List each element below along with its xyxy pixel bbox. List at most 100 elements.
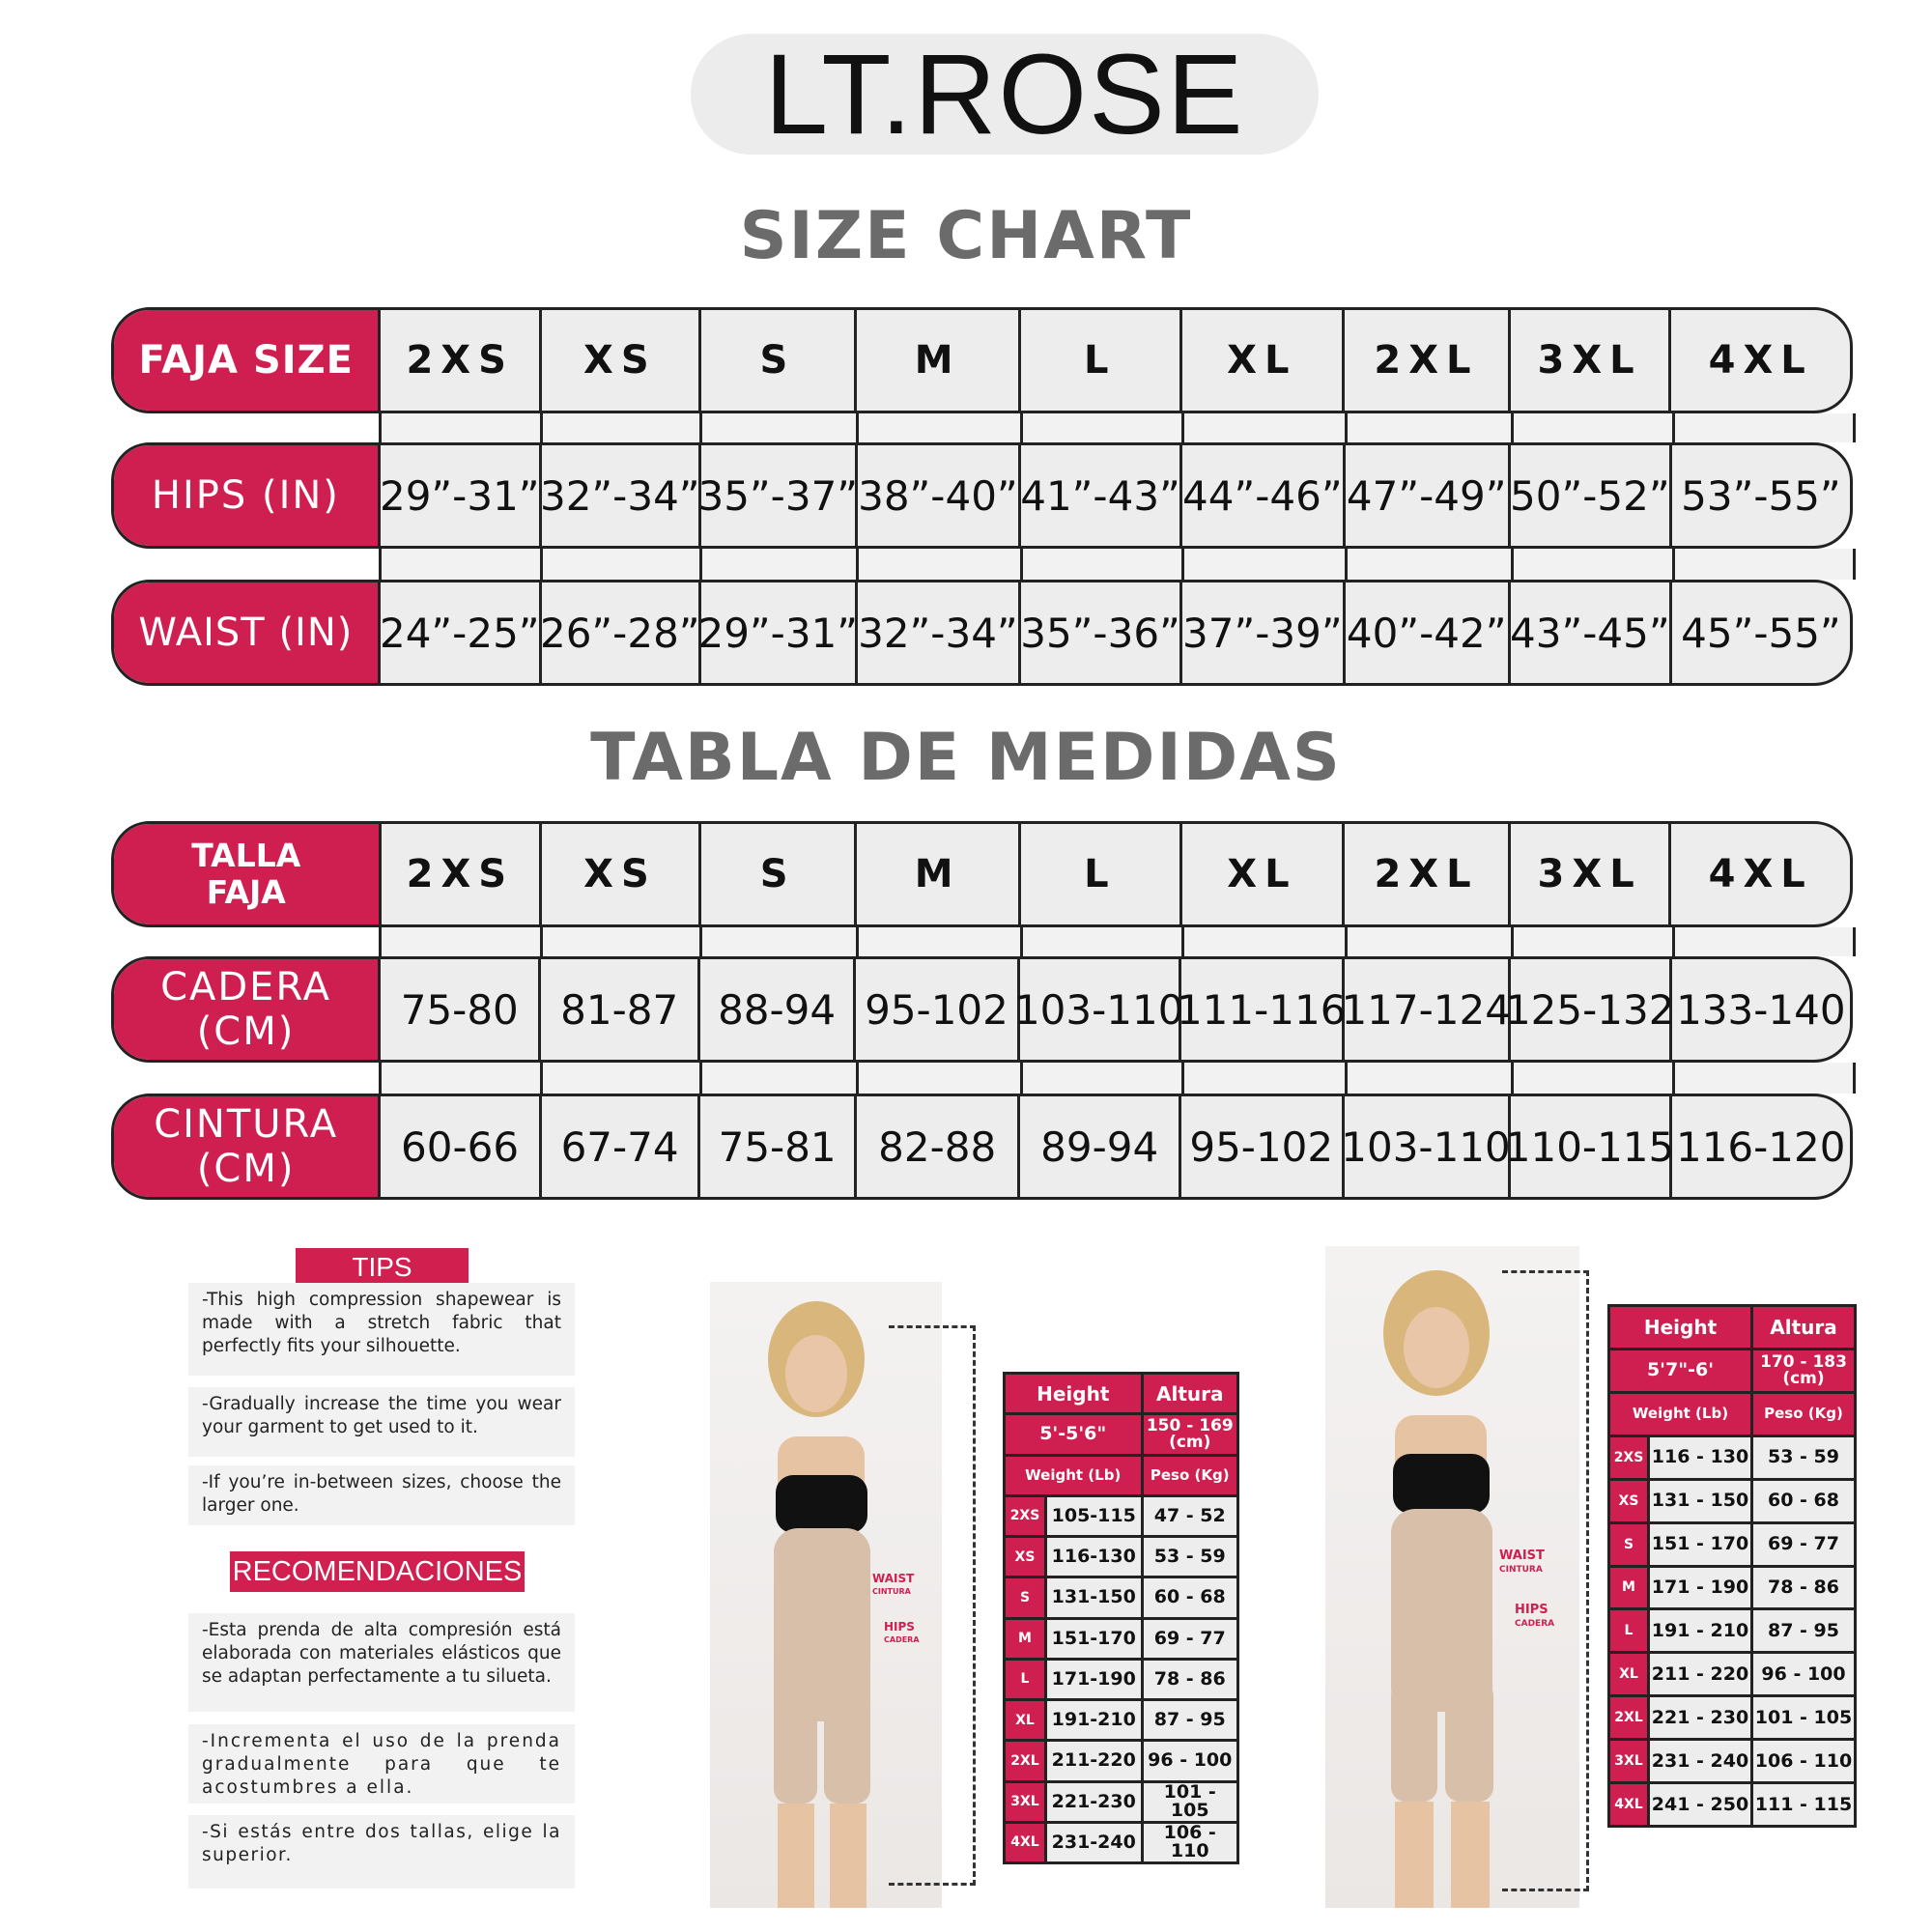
row-label: HIPS (IN) — [114, 445, 381, 546]
logo-text: LT.ROSE — [764, 30, 1245, 158]
size-label: S — [1610, 1523, 1647, 1565]
peso-value: 96 - 100 — [1753, 1654, 1854, 1695]
tip-item: -This high compression shapewear is made… — [188, 1283, 575, 1376]
row-label: CINTURA (CM) — [114, 1096, 382, 1197]
size-cell: 67-74 — [542, 1096, 701, 1197]
weight-value: 231-240 — [1047, 1823, 1141, 1861]
row-connector — [540, 413, 702, 442]
tip-item: -If you’re in-between sizes, choose the … — [188, 1465, 575, 1525]
row-connector — [699, 413, 859, 442]
size-cell: 32”-34” — [540, 445, 701, 546]
row-connector — [1511, 413, 1675, 442]
row-connector — [540, 1063, 702, 1094]
peso-value: 53 - 59 — [1753, 1436, 1854, 1478]
model-photo-back — [1325, 1246, 1579, 1908]
hips-text: HIPS — [884, 1620, 915, 1634]
row-connector — [540, 927, 702, 956]
peso-value: 87 - 95 — [1753, 1610, 1854, 1652]
size-cell: 75-80 — [381, 959, 542, 1060]
row-connector — [1345, 1063, 1514, 1094]
size-cell: 75-81 — [700, 1096, 857, 1197]
hips-text: HIPS — [1515, 1603, 1548, 1617]
size-cell: 95-102 — [856, 959, 1020, 1060]
row-label: WAIST (IN) — [114, 582, 381, 683]
altura-range: 170 - 183 (cm) — [1753, 1350, 1854, 1391]
peso-value: 69 - 77 — [1143, 1619, 1236, 1658]
size-cell: 43”-45” — [1510, 582, 1672, 683]
row-connector — [856, 927, 1023, 956]
weight-value: 131 - 150 — [1650, 1480, 1750, 1521]
weight-header: Weight (Lb) — [1610, 1393, 1750, 1435]
size-row: WAIST (IN) 24”-25” 26”-28” 29”-31” 32”-34” 35… — [111, 580, 1853, 686]
size-cell: 60-66 — [381, 1096, 542, 1197]
size-row: TALLA FAJA 2XS XS S M L XL 2XL 3XL 4XL — [111, 821, 1853, 927]
tabla-medidas-title: TABLA DE MEDIDAS — [590, 720, 1342, 796]
size-cell: XS — [542, 824, 701, 924]
size-cell: XL — [1182, 824, 1346, 924]
size-label: XS — [1610, 1480, 1647, 1521]
size-cell: 38”-40” — [858, 445, 1022, 546]
size-cell: M — [857, 310, 1021, 411]
size-row: FAJA SIZE 2XS XS S M L XL 2XL 3XL 4XL — [111, 307, 1853, 413]
size-cell: 32”-34” — [858, 582, 1022, 683]
row-connector — [540, 549, 702, 580]
size-cell: L — [1021, 824, 1182, 924]
peso-value: 87 - 95 — [1143, 1701, 1236, 1740]
size-label: L — [1610, 1610, 1647, 1652]
size-cell: 110-115 — [1505, 1096, 1674, 1197]
size-cell: 125-132 — [1505, 959, 1674, 1060]
size-label: XL — [1610, 1654, 1647, 1695]
size-cell: 82-88 — [857, 1096, 1021, 1197]
cadera-text: CADERA — [884, 1635, 920, 1644]
size-label: 4XL — [1610, 1784, 1647, 1825]
size-cell: M — [857, 824, 1022, 924]
size-cell: 2XS — [381, 310, 542, 411]
row-label: CADERA (CM) — [114, 959, 382, 1060]
size-cell: 4XL — [1708, 338, 1813, 383]
peso-value: 69 - 77 — [1753, 1523, 1854, 1565]
row-connector — [1345, 549, 1514, 580]
peso-value: 78 - 86 — [1753, 1567, 1854, 1608]
height-header: Height — [1006, 1375, 1141, 1413]
size-cell: XL — [1182, 310, 1346, 411]
peso-value: 101 - 105 — [1753, 1697, 1854, 1739]
row-connector — [856, 1063, 1023, 1094]
cintura-text: CINTURA — [1499, 1565, 1543, 1575]
size-cell: 4XL — [1708, 852, 1813, 896]
size-cell: 50”-52” — [1510, 445, 1672, 546]
model-silhouette-icon — [1383, 1270, 1493, 1908]
size-cell: 29”-31” — [697, 582, 858, 683]
peso-header: Peso (Kg) — [1143, 1456, 1236, 1494]
row-connector — [1672, 927, 1856, 956]
recomendaciones-heading: RECOMENDACIONES — [230, 1551, 525, 1592]
size-label: 3XL — [1610, 1741, 1647, 1782]
size-cell: 133-140 — [1676, 985, 1846, 1034]
peso-value: 47 - 52 — [1143, 1496, 1236, 1535]
size-cell: 3XL — [1511, 310, 1672, 411]
weight-value: 211-220 — [1047, 1742, 1141, 1780]
row-connector — [1181, 413, 1348, 442]
size-cell: 41”-43” — [1020, 445, 1183, 546]
weight-value: 131-150 — [1047, 1578, 1141, 1617]
size-chart-title: SIZE CHART — [739, 198, 1193, 274]
weight-value: 191 - 210 — [1650, 1610, 1750, 1652]
row-label: TALLA FAJA — [114, 824, 382, 924]
row-connector — [1672, 413, 1856, 442]
dashed-guide — [889, 1325, 976, 1886]
size-cell: 26”-28” — [540, 582, 701, 683]
weight-value: 211 - 220 — [1650, 1654, 1750, 1695]
size-cell: 103-110 — [1014, 959, 1183, 1060]
model-photo-front — [710, 1282, 942, 1908]
weight-value: 191-210 — [1047, 1701, 1141, 1740]
weight-value: 171-190 — [1047, 1660, 1141, 1698]
size-label: M — [1610, 1567, 1647, 1608]
peso-value: 78 - 86 — [1143, 1660, 1236, 1698]
height-range: 5'-5'6" — [1006, 1415, 1141, 1454]
cintura-text: CINTURA — [872, 1587, 911, 1596]
size-cell: S — [701, 824, 858, 924]
tip-item: -Gradually increase the time you wear yo… — [188, 1387, 575, 1457]
size-cell: 35”-36” — [1020, 582, 1183, 683]
brand-logo: LT.ROSE — [691, 31, 1319, 158]
row-label: FAJA SIZE — [114, 310, 382, 411]
size-cell: 35”-37” — [697, 445, 858, 546]
